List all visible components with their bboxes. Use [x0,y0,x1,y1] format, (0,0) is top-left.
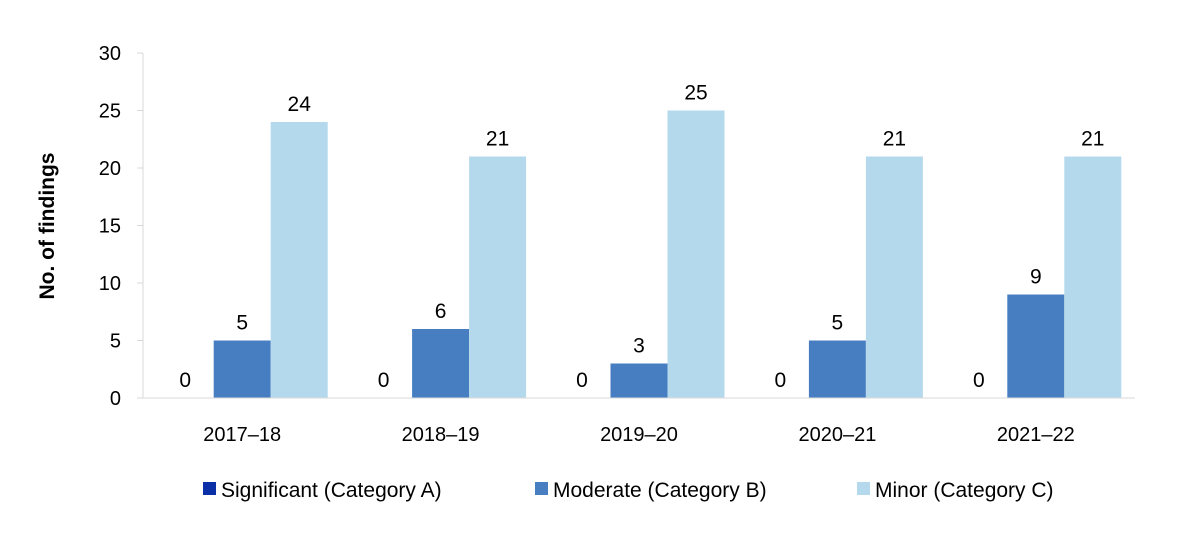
data-label: 5 [832,312,844,335]
data-label: 0 [775,369,787,392]
data-label: 0 [973,369,985,392]
y-tick-label: 10 [99,273,121,295]
legend: Significant (Category A) Moderate (Catego… [203,479,1054,502]
y-tick-label: 30 [99,43,121,65]
bar [1064,156,1122,398]
data-label: 25 [684,82,707,105]
x-tick-label: 2018–19 [402,424,480,446]
bars: 0 5 24 0 6 21 0 3 25 0 5 21 0 9 21 [179,82,1122,398]
data-label: 24 [288,93,312,116]
y-tick-label: 15 [99,216,121,238]
y-axis: 0 5 10 15 20 25 30 [99,43,144,410]
x-tick-label: 2019–20 [600,424,678,446]
data-label: 5 [236,312,248,335]
legend-label: Minor (Category C) [875,479,1054,502]
legend-swatch [203,482,216,495]
y-tick-label: 5 [110,331,121,353]
y-tick-label: 25 [99,101,121,123]
legend-label: Moderate (Category B) [553,479,767,502]
x-tick-label: 2020–21 [798,424,876,446]
legend-swatch [535,482,548,495]
y-axis-title: No. of findings [36,153,59,300]
bar [610,363,668,398]
bar [213,340,271,398]
bar [808,340,866,398]
bar [270,122,328,398]
data-label: 6 [435,300,447,323]
x-tick-label: 2017–18 [203,424,281,446]
data-label: 21 [1081,128,1104,151]
y-tick-label: 0 [110,388,121,410]
y-tick-label: 20 [99,158,121,180]
legend-swatch [857,482,870,495]
data-label: 21 [486,128,509,151]
data-label: 3 [633,335,645,358]
x-tick-label: 2021–22 [997,424,1075,446]
bar [865,156,923,398]
bar [469,156,527,398]
x-axis: 2017–18 2018–19 2019–20 2020–21 2021–22 [143,397,1135,446]
data-label: 21 [883,128,906,151]
bar [412,329,470,398]
data-label: 0 [179,369,191,392]
bar [667,110,725,398]
bar [1007,294,1065,398]
legend-label: Significant (Category A) [221,479,442,502]
data-label: 9 [1030,266,1042,289]
data-label: 0 [378,369,390,392]
data-label: 0 [576,369,588,392]
